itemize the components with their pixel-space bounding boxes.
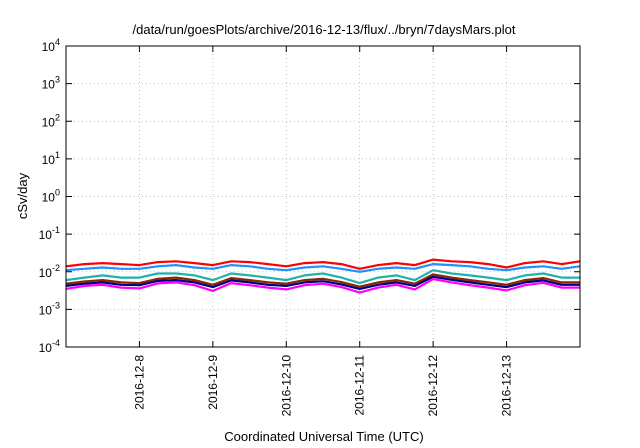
- y-tick-label: 101: [42, 150, 60, 167]
- y-tick-label: 103: [42, 75, 60, 92]
- y-tick-label: 10-2: [39, 263, 60, 280]
- series-line-4: [65, 273, 580, 288]
- grid: [66, 46, 580, 347]
- chart-title: /data/run/goesPlots/archive/2016-12-13/f…: [133, 22, 516, 37]
- series-line-3: [65, 269, 580, 285]
- y-tick-label: 100: [42, 188, 60, 205]
- y-tick-label: 10-4: [39, 338, 60, 355]
- axes: 10-4 10-3 10-2 10-1 100 101 102 103 104 2016-12-8…: [39, 37, 580, 416]
- x-tick-label: 2016-12-9: [206, 355, 220, 410]
- series-line-1: [65, 258, 581, 270]
- x-tick-label: 2016-12-11: [353, 355, 367, 416]
- y-tick-label: 104: [42, 37, 60, 54]
- y-axis-label: cSv/day: [15, 172, 30, 219]
- x-tick-label: 2016-12-12: [426, 355, 440, 417]
- series-line-5: [65, 275, 580, 290]
- y-tick-label: 10-3: [39, 300, 60, 317]
- series-line-6: [65, 277, 580, 294]
- x-tick-label: 2016-12-10: [279, 355, 293, 417]
- x-axis-label: Coordinated Universal Time (UTC): [224, 429, 423, 444]
- x-tick-label: 2016-12-13: [500, 355, 514, 417]
- series-layer: [65, 258, 581, 294]
- y-tick-label: 102: [42, 112, 60, 129]
- series-line-2: [65, 263, 581, 273]
- x-tick-label: 2016-12-8: [132, 355, 146, 410]
- y-tick-label: 10-1: [39, 225, 60, 242]
